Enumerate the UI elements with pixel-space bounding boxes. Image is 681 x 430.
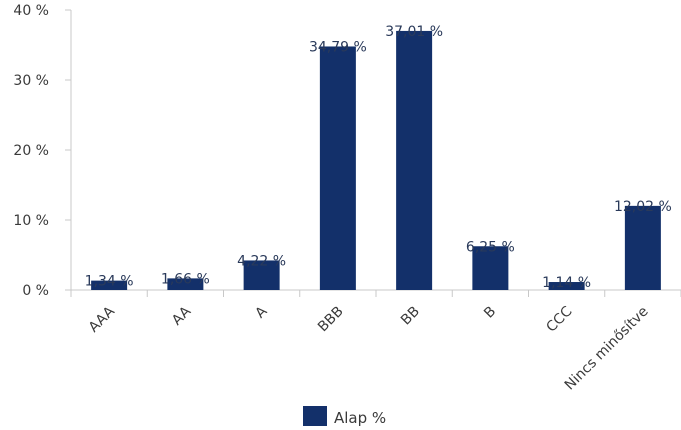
data-label: 37,01 % <box>385 24 443 40</box>
x-tick-label: AAA <box>86 303 118 335</box>
x-tick-label: AA <box>169 303 194 328</box>
bar <box>243 260 280 290</box>
data-label: 1,66 % <box>161 271 210 287</box>
legend-swatch <box>303 406 327 426</box>
data-label: 6,25 % <box>466 239 515 255</box>
data-labels: 1,34 % 1,66 % 4,22 % 34,79 % 37,01 % 6,25 % 1,… <box>85 24 672 291</box>
bar <box>167 278 204 290</box>
y-tick-label: 0 % <box>22 283 49 299</box>
data-label: 1,14 % <box>542 275 591 291</box>
x-tick-label: CCC <box>543 303 575 335</box>
data-label: 1,34 % <box>85 274 134 290</box>
bar <box>472 246 509 290</box>
data-label: 34,79 % <box>309 39 367 55</box>
x-tick-label: BB <box>398 304 423 329</box>
x-tick-label: A <box>252 303 270 321</box>
x-tick-label: Nincs minősítve <box>562 304 652 394</box>
bars <box>91 30 661 291</box>
legend-label: Alap % <box>334 409 386 427</box>
bar <box>548 282 585 290</box>
x-tick-label: B <box>481 304 499 322</box>
x-tick-label: BBB <box>315 304 347 336</box>
bar <box>396 30 433 291</box>
bar <box>319 46 356 290</box>
bar <box>91 280 128 290</box>
y-axis: 0 % 10 % 20 % 30 % 40 % <box>13 3 72 299</box>
bar <box>624 205 661 290</box>
y-tick-label: 20 % <box>13 143 49 159</box>
data-label: 4,22 % <box>237 253 286 269</box>
y-tick-label: 40 % <box>13 3 49 19</box>
data-label: 12,02 % <box>614 199 672 215</box>
y-tick-label: 30 % <box>13 73 49 89</box>
legend: Alap % <box>303 406 386 427</box>
y-tick-label: 10 % <box>13 213 49 229</box>
